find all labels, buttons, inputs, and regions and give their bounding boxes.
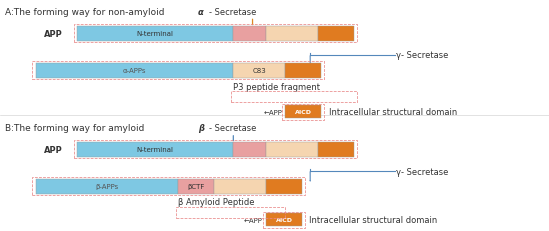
Bar (36, 179, 178, 194)
Text: β: β (198, 124, 204, 133)
Bar (266, 142, 318, 157)
Bar (233, 27, 266, 42)
Bar (32, 178, 305, 195)
Bar (285, 106, 321, 119)
Bar (263, 212, 305, 228)
Bar (214, 179, 266, 194)
Text: γ- Secretase: γ- Secretase (396, 167, 449, 176)
Bar (282, 104, 324, 120)
Text: β-APPs: β-APPs (96, 184, 119, 189)
Bar (266, 27, 318, 42)
Text: ←APP: ←APP (264, 109, 282, 115)
Text: C83: C83 (253, 68, 266, 74)
Text: βCTF: βCTF (188, 184, 205, 189)
Text: α-APPs: α-APPs (123, 68, 146, 74)
Text: ←APP: ←APP (244, 217, 263, 223)
Bar (178, 179, 214, 194)
Bar (266, 213, 302, 226)
Bar (77, 142, 233, 157)
Text: P3 peptide fragment: P3 peptide fragment (233, 82, 320, 91)
Text: APP: APP (44, 145, 63, 154)
Text: γ- Secretase: γ- Secretase (396, 51, 449, 60)
Text: - Secretase: - Secretase (209, 8, 256, 17)
Text: α: α (198, 8, 203, 17)
Bar (36, 64, 233, 79)
Text: N-terminal: N-terminal (137, 147, 173, 152)
Text: B:The forming way for amyloid: B:The forming way for amyloid (5, 124, 145, 133)
Text: - Secretase: - Secretase (209, 124, 256, 133)
Bar (74, 141, 357, 158)
Bar (231, 91, 357, 103)
Text: Intracellular structural domain: Intracellular structural domain (329, 108, 458, 117)
Text: APP: APP (44, 30, 63, 39)
Text: N-terminal: N-terminal (137, 31, 173, 37)
Text: AICD: AICD (295, 110, 312, 115)
Text: Intracellular structural domain: Intracellular structural domain (309, 215, 437, 224)
Text: A:The forming way for non-amyloid: A:The forming way for non-amyloid (5, 8, 165, 17)
Bar (266, 179, 302, 194)
Text: AICD: AICD (276, 217, 293, 222)
Bar (176, 207, 285, 218)
Bar (77, 27, 233, 42)
Bar (32, 62, 324, 80)
Bar (318, 142, 354, 157)
Text: β Amyloid Peptide: β Amyloid Peptide (178, 197, 255, 206)
Bar (233, 142, 266, 157)
Bar (74, 25, 357, 43)
Bar (285, 64, 321, 79)
Bar (233, 64, 285, 79)
Bar (318, 27, 354, 42)
